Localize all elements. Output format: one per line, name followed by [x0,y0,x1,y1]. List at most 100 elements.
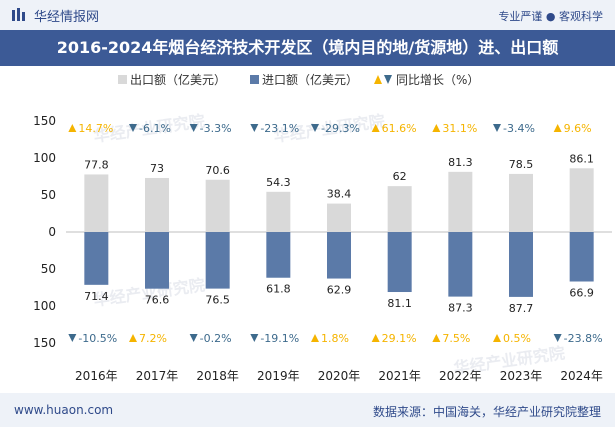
data-labels: 77.8 71.4 73 76.6 70.6 76.5 54.3 61.8 38.4 62.9 62… [84,152,594,315]
y-tick-label: 100 [33,151,56,165]
import-growth-down-icon [250,334,259,342]
import-bar [509,232,533,297]
export-bar [509,173,533,232]
export-growth-label: 9.6% [564,122,592,135]
import-value-label: 87.3 [448,302,473,315]
footer: www.huaon.com 数据来源：中国海关，华经产业研究院整理 [0,393,615,427]
export-growth-label: 61.6% [382,122,417,135]
import-value-label: 71.4 [84,290,109,303]
export-growth-label: -6.1% [139,122,171,135]
export-bar [448,171,473,232]
import-growth-up-icon [371,334,380,342]
source-note: 数据来源：中国海关，华经产业研究院整理 [372,405,601,419]
export-bar [569,168,594,232]
import-growth-label: 1.8% [321,332,349,345]
y-tick-label: 0 [48,225,56,239]
export-value-label: 86.1 [569,152,594,165]
top-bar: 华经情报网 专业严谨 ● 客观科学 [0,0,615,30]
import-growth-up-icon [311,334,319,342]
import-bar [569,232,594,282]
import-growth-label: 7.2% [139,332,167,345]
export-growth-label: 31.1% [442,122,477,135]
import-growth-up-icon [493,334,501,342]
export-bar [266,191,291,232]
x-tick-label: 2019年 [257,369,300,383]
import-bar [84,232,109,285]
brand-name: 华经情报网 [34,10,100,25]
site-url: www.huaon.com [14,403,114,417]
import-growth-label: -0.2% [200,332,232,345]
import-value-label: 76.6 [145,294,170,307]
import-growth-down-icon [189,334,198,342]
x-axis: 2016年 2017年 2018年 2019年 2020年 2021年 2022年 2023年… [75,369,603,383]
chart-title: 2016-2024年烟台经济技术开发区（境内目的地/货源地）进、出口额 [56,38,559,57]
import-growth-label: -10.5% [78,332,117,345]
x-tick-label: 2023年 [500,369,543,383]
y-tick-label: 50 [41,262,56,276]
import-bar [327,232,351,279]
y-tick-label: 150 [33,336,56,350]
legend: 出口额（亿美元） 进口额（亿美元） 同比增长（%） [118,72,479,87]
legend-label-export: 出口额（亿美元） [130,72,226,87]
title-bar: 2016-2024年烟台经济技术开发区（境内目的地/货源地）进、出口额 [0,30,615,66]
import-growth-label: -23.8% [564,332,603,345]
export-growth-down-icon [189,124,198,132]
export-value-label: 70.6 [205,164,230,177]
import-value-label: 66.9 [569,287,594,300]
import-value-label: 62.9 [327,284,352,297]
export-growth-down-icon [311,124,319,132]
legend-swatch-export [118,75,127,84]
import-growth-label: 29.1% [382,332,417,345]
export-growth-down-icon [129,124,137,132]
import-growth-label: 0.5% [503,332,531,345]
x-tick-label: 2020年 [318,369,361,383]
export-bar [84,174,109,232]
export-growth-label: -29.3% [321,122,360,135]
import-bar [448,232,473,297]
export-growth-up-icon [553,124,562,132]
export-bar [387,186,412,232]
export-growth-label: -3.4% [503,122,535,135]
x-tick-label: 2017年 [136,369,179,383]
bars [84,168,594,297]
x-tick-label: 2024年 [560,369,603,383]
export-value-label: 54.3 [266,176,291,189]
y-tick-label: 100 [33,299,56,313]
import-growth-up-icon [129,334,137,342]
x-tick-label: 2022年 [439,369,482,383]
x-tick-label: 2016年 [75,369,118,383]
export-growth-up-icon [432,124,441,132]
export-bar [327,203,351,232]
import-value-label: 87.7 [509,302,534,315]
x-tick-label: 2018年 [196,369,239,383]
export-growth-up-icon [68,124,77,132]
x-tick-label: 2021年 [378,369,421,383]
legend-label-growth: 同比增长（%） [396,73,479,87]
legend-label-import: 进口额（亿美元） [262,72,358,87]
export-growth-label: -23.1% [260,122,299,135]
import-value-label: 61.8 [266,283,291,296]
export-growth-down-icon [250,124,259,132]
y-tick-label: 50 [41,188,56,202]
import-value-label: 81.1 [387,297,412,310]
export-value-label: 78.5 [509,158,534,171]
import-value-label: 76.5 [205,294,230,307]
y-tick-label: 150 [33,114,56,128]
import-bar [387,232,412,293]
legend-up-icon [374,75,382,84]
export-value-label: 38.4 [327,188,352,201]
export-growth-label: -3.3% [200,122,232,135]
export-value-label: 62 [393,170,407,183]
export-value-label: 77.8 [84,158,109,171]
import-bar [266,232,291,278]
export-growth-down-icon [493,124,501,132]
legend-down-icon [384,75,392,84]
import-bar [145,232,169,289]
import-bar [205,232,230,289]
growth-row: 14.7% -10.5% -6.1% 7.2% -3.3% -0.2% -23.1% -19.… [68,122,603,345]
export-value-label: 81.3 [448,156,473,169]
legend-swatch-import [250,75,259,84]
export-bar [205,179,230,232]
